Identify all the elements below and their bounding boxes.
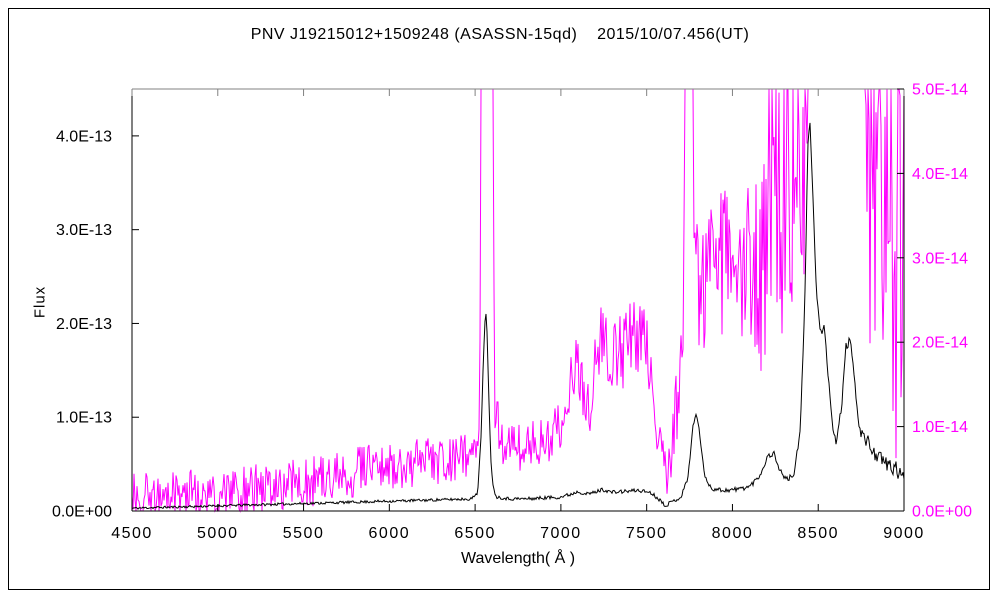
- right-tick-label: 5.0E-14: [912, 82, 968, 99]
- series-path-object-spectrum-black: [131, 122, 905, 510]
- right-tick-label: 0.0E+00: [912, 504, 972, 521]
- axis-ticks: [131, 88, 905, 512]
- right-tick-label: 1.0E-14: [912, 419, 968, 436]
- right-tick-label: 4.0E-14: [912, 166, 968, 183]
- x-tick-label: 4500: [111, 525, 153, 542]
- left-tick-label: 0.0E+00: [52, 504, 112, 521]
- x-axis-label: Wavelength( Å ): [460, 550, 576, 567]
- left-tick-label: 2.0E-13: [56, 316, 112, 333]
- x-tick-label: 9000: [883, 525, 925, 542]
- plot-frame: [131, 88, 905, 512]
- x-tick-label: 6000: [369, 525, 411, 542]
- left-tick-label: 3.0E-13: [56, 222, 112, 239]
- x-tick-label: 6500: [454, 525, 496, 542]
- right-tick-label: 2.0E-14: [912, 335, 968, 352]
- axis-tick-labels: 4500 5000 5500 6000 6500 7000 7500 8000 8500 9000…: [52, 82, 972, 543]
- series-path-comparison-spectrum-magenta: [131, 88, 905, 513]
- right-tick-label: 3.0E-14: [912, 250, 968, 267]
- x-tick-label: 8500: [797, 525, 839, 542]
- x-tick-label: 5000: [197, 525, 239, 542]
- x-tick-label: 5500: [283, 525, 325, 542]
- x-tick-label: 7000: [540, 525, 582, 542]
- left-tick-label: 1.0E-13: [56, 410, 112, 427]
- x-tick-label: 8000: [712, 525, 754, 542]
- chart-title: PNV J19215012+1509248 (ASASSN-15qd) 2015…: [250, 26, 750, 43]
- x-tick-label: 7500: [626, 525, 668, 542]
- left-tick-label: 4.0E-13: [56, 128, 112, 145]
